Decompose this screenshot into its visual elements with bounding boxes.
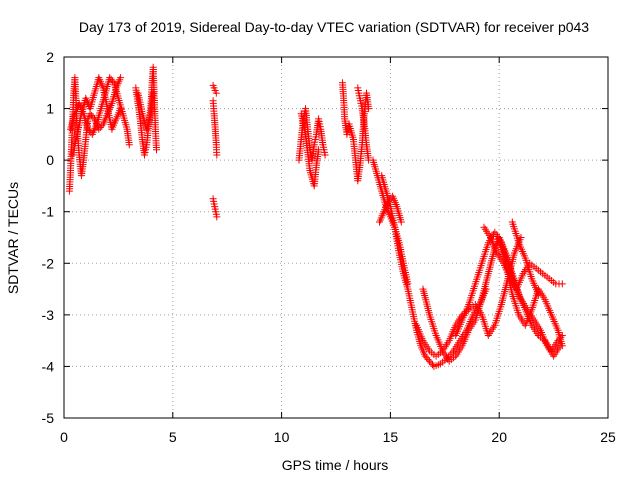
data-point: [213, 213, 221, 221]
y-axis-label: SDTVAR / TECUs: [5, 182, 21, 294]
x-tick-labels: 0 5 10 15 20 25: [60, 429, 616, 445]
data-point: [558, 342, 566, 350]
x-tick-label: 0: [60, 429, 68, 445]
data-point: [397, 218, 405, 226]
data-point: [212, 89, 220, 97]
plot-area-frame: [63, 56, 609, 419]
y-tick-label: -1: [42, 204, 55, 220]
data-point: [558, 280, 566, 288]
data-point: [153, 146, 160, 154]
data-point: [321, 151, 329, 159]
data-point: [95, 125, 103, 133]
data-point: [96, 124, 104, 131]
y-tick-label: -3: [42, 307, 55, 323]
x-tick-label: 25: [600, 429, 616, 445]
data-point: [426, 357, 434, 365]
x-tick-label: 10: [274, 429, 290, 445]
data-point: [421, 352, 429, 360]
data-point: [125, 141, 133, 149]
data-point: [88, 111, 96, 119]
data-point: [534, 290, 542, 298]
y-tick-label: -5: [42, 410, 55, 426]
y-tick-label: 1: [46, 101, 54, 117]
data-point: [109, 77, 117, 85]
data-point: [85, 127, 93, 135]
data-point: [517, 234, 525, 241]
data-point: [424, 356, 432, 364]
data-point: [423, 354, 431, 362]
data-points: [65, 63, 566, 370]
axis-ticks: [63, 56, 609, 419]
y-tick-label: -4: [42, 358, 55, 374]
x-tick-label: 5: [169, 429, 177, 445]
data-point: [213, 151, 221, 159]
y-tick-label: 0: [46, 152, 54, 168]
data-point: [84, 125, 92, 133]
data-point: [315, 146, 323, 154]
y-tick-label: -2: [42, 255, 55, 271]
data-point: [98, 122, 106, 130]
data-point: [117, 105, 125, 113]
data-point: [365, 105, 373, 113]
data-point: [117, 74, 125, 82]
x-axis-label: GPS time / hours: [282, 457, 389, 473]
data-point: [107, 75, 115, 83]
x-tick-label: 20: [491, 429, 507, 445]
data-point: [106, 74, 114, 82]
chart-title: Day 173 of 2019, Sidereal Day-to-day VTE…: [79, 19, 589, 35]
data-point: [427, 359, 435, 367]
data-point: [149, 89, 157, 97]
grid-lines: [64, 57, 608, 418]
x-tick-label: 15: [383, 429, 399, 445]
y-tick-label: 2: [46, 49, 54, 65]
y-tick-labels: -5 -4 -3 -2 -1 0 1 2: [42, 49, 55, 426]
